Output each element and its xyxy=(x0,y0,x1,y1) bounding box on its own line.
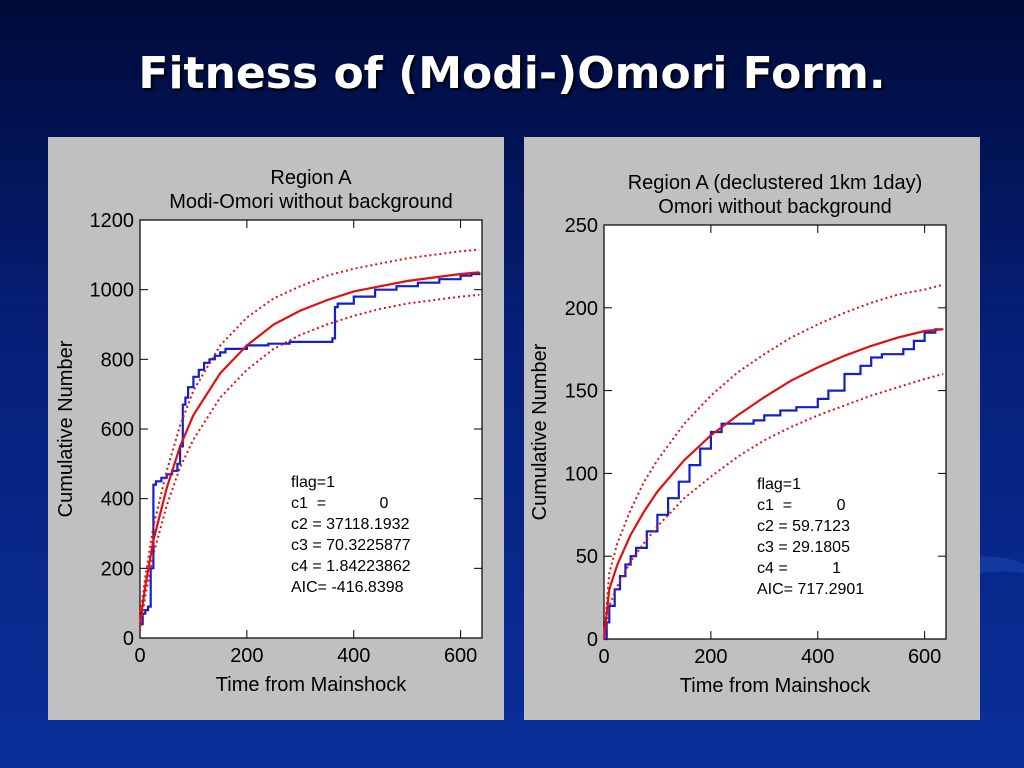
x-tick-label: 600 xyxy=(908,646,941,668)
chart-title: Region A xyxy=(270,167,352,189)
plot-area xyxy=(603,224,947,640)
annotation-line: c3 = 70.3225877 xyxy=(291,537,411,554)
annotation-line: c2 = 59.7123 xyxy=(757,518,850,535)
series-fit xyxy=(602,328,944,640)
annotation-line: flag=1 xyxy=(757,476,801,493)
y-axis-label: Cumulative Number xyxy=(55,340,77,517)
chart-omori-declustered: Region A (declustered 1km 1day)Omori wit… xyxy=(529,172,947,697)
y-tick-label: 800 xyxy=(101,349,134,371)
y-tick-label: 1000 xyxy=(90,280,135,302)
y-tick-label: 0 xyxy=(123,628,134,650)
y-tick-label: 200 xyxy=(101,558,134,580)
series-lower-bound xyxy=(139,293,480,632)
annotation-line: AIC= 717.2901 xyxy=(757,581,864,598)
series-observed xyxy=(140,272,481,626)
y-tick-label: 400 xyxy=(101,489,134,511)
chart-panel-omori-declustered: Region A (declustered 1km 1day) Omori wit… xyxy=(524,137,980,720)
chart-subtitle: Modi-Omori without background xyxy=(169,191,452,213)
x-tick-label: 400 xyxy=(337,645,370,667)
x-tick-label: 600 xyxy=(444,645,477,667)
chart-title: Region A (declustered 1km 1day) xyxy=(628,172,923,194)
y-tick-label: 0 xyxy=(587,629,598,651)
x-tick-label: 0 xyxy=(598,646,609,668)
y-tick-label: 50 xyxy=(576,546,598,568)
y-tick-label: 250 xyxy=(565,215,598,237)
slide-title: Fitness of (Modi-)Omori Form. xyxy=(138,48,886,99)
annotation-line: AIC= -416.8398 xyxy=(291,579,404,596)
series-upper-bound xyxy=(603,283,944,640)
series-upper-bound xyxy=(139,248,480,618)
x-tick-label: 0 xyxy=(134,645,145,667)
chart-subtitle: Omori without background xyxy=(658,196,891,218)
y-tick-label: 100 xyxy=(565,463,598,485)
annotation-line: c4 = 1.84223862 xyxy=(291,558,411,575)
x-tick-label: 200 xyxy=(230,645,263,667)
annotation-line: c2 = 37118.1932 xyxy=(291,516,410,533)
y-tick-label: 200 xyxy=(565,298,598,320)
y-tick-label: 150 xyxy=(565,381,598,403)
x-axis-label: Time from Mainshock xyxy=(680,675,871,697)
x-tick-label: 200 xyxy=(694,646,727,668)
y-tick-label: 600 xyxy=(101,419,134,441)
y-axis-label: Cumulative Number xyxy=(529,343,551,520)
series-lower-bound xyxy=(603,373,944,640)
annotation-line: c3 = 29.1805 xyxy=(757,539,850,556)
annotation-line: c1 = 0 xyxy=(291,495,388,512)
annotation-line: c1 = 0 xyxy=(757,497,846,514)
x-axis-label: Time from Mainshock xyxy=(216,674,407,696)
annotation-line: c4 = 1 xyxy=(757,560,841,577)
x-tick-label: 400 xyxy=(801,646,834,668)
chart-panel-modi-omori: Region A Modi-Omori without background 0 20… xyxy=(48,137,504,720)
plot-area xyxy=(139,219,483,639)
series-observed xyxy=(604,328,944,641)
annotation-line: flag=1 xyxy=(291,474,335,491)
y-tick-label: 1200 xyxy=(90,210,135,232)
series-fit xyxy=(138,271,480,625)
